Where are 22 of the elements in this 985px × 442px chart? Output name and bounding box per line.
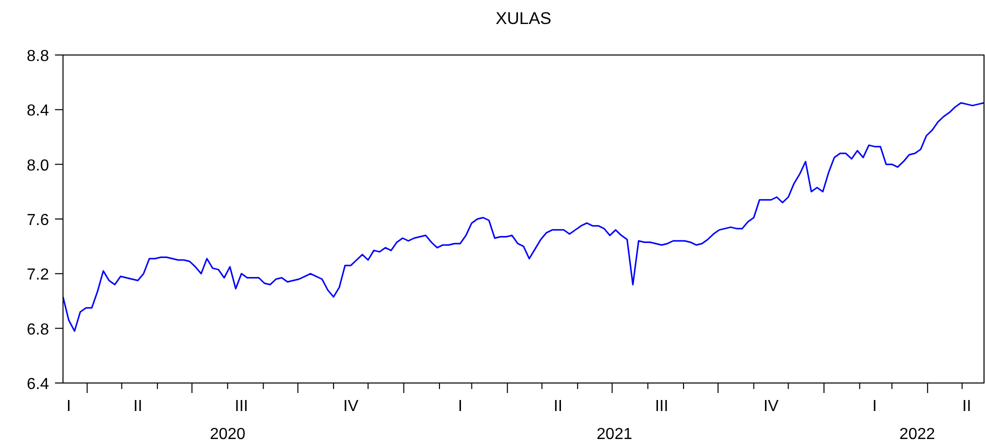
x-tick-label: III (654, 398, 668, 415)
chart-title: XULAS (496, 9, 552, 28)
y-tick-label: 7.2 (26, 266, 50, 284)
x2-tick-label: 2020 (210, 426, 246, 442)
x-tick-label: II (554, 398, 562, 415)
y-tick-label: 8.0 (26, 157, 50, 174)
x-tick-label: I (66, 398, 71, 415)
x-tick-label: IV (343, 398, 359, 415)
x-tick-label: I (872, 398, 877, 415)
x-tick-label: IV (763, 398, 779, 415)
y-tick-label: 8.4 (26, 102, 50, 120)
x-tick-label: II (962, 398, 972, 415)
x-tick-label: II (133, 398, 142, 415)
x2-tick-label: 2022 (899, 426, 936, 442)
x-tick-label: III (234, 398, 248, 415)
y-tick-label: 8.8 (26, 48, 50, 65)
x2-tick-label: 2021 (596, 426, 632, 442)
y-tick-label: 7.6 (26, 212, 50, 229)
line-series (62, 102, 985, 332)
x-tick-label: I (458, 398, 462, 415)
y-tick-label: 6.8 (26, 321, 50, 338)
y-tick-label: 6.4 (26, 376, 50, 393)
